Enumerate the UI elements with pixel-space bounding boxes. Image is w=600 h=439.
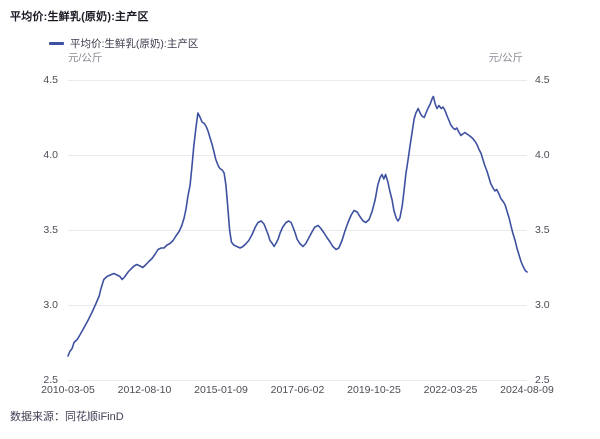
y-axis-tick-left: 2.5: [43, 374, 58, 386]
y-axis-tick-right: 4.0: [535, 149, 550, 161]
y-axis-tick-left: 4.5: [43, 74, 58, 86]
y-axis-tick-left: 4.0: [43, 149, 58, 161]
price-line-series: [67, 95, 528, 357]
y-axis-unit-right: 元/公斤: [488, 52, 523, 64]
y-axis-tick-right: 2.5: [535, 374, 550, 386]
x-axis-tick: 2017-06-02: [270, 384, 325, 396]
legend-line-icon: [49, 42, 64, 45]
x-axis-tick: 2012-08-10: [117, 384, 172, 396]
y-axis-tick-left: 3.0: [43, 299, 58, 311]
x-axis-tick: 2024-08-09: [500, 384, 554, 396]
x-axis-tick: 2015-01-09: [194, 384, 248, 396]
y-axis-tick-right: 3.0: [535, 299, 550, 311]
legend-label: 平均价:生鲜乳(原奶):主产区: [70, 38, 199, 50]
x-axis-tick: 2019-10-25: [347, 384, 401, 396]
page-title: 平均价:生鲜乳(原奶):主产区: [10, 11, 149, 23]
y-axis-tick-left: 3.5: [43, 224, 58, 236]
x-axis-tick: 2010-03-05: [41, 384, 95, 396]
y-axis-unit-left: 元/公斤: [68, 52, 103, 64]
x-axis-tick: 2022-03-25: [423, 384, 478, 396]
legend: 平均价:生鲜乳(原奶):主产区: [49, 36, 198, 51]
y-axis-tick-right: 3.5: [535, 224, 550, 236]
data-source: 数据来源：同花顺iFinD: [10, 411, 124, 423]
y-axis-tick-right: 4.5: [535, 74, 550, 86]
